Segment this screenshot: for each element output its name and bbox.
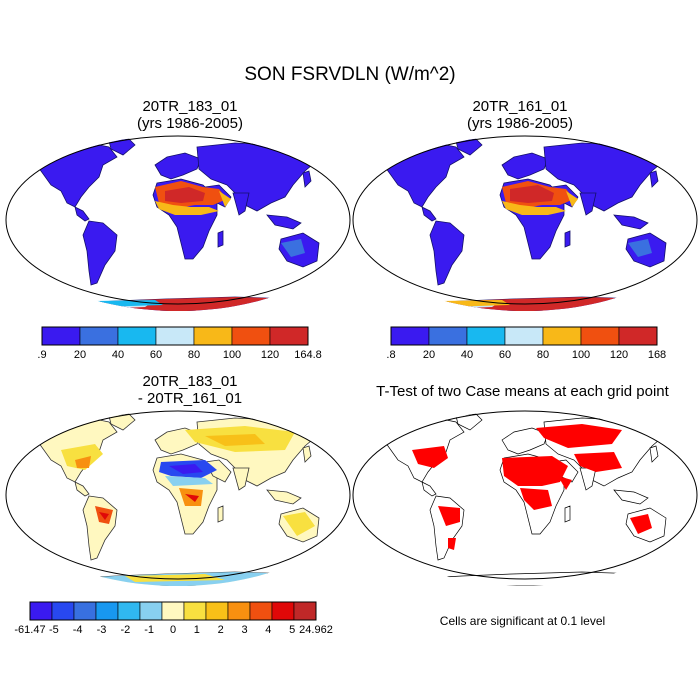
panel-3-title: 20TR_183_01 - 20TR_161_01 [25, 373, 355, 407]
colorbar-swatch [117, 326, 157, 346]
colorbar-tick-label: -3 [96, 624, 107, 636]
colorbar-swatch [117, 601, 141, 621]
colorbar-swatch [73, 601, 97, 621]
colorbar-tick-label: 2 [217, 624, 224, 636]
panel-2-colorbar-swatches [390, 326, 658, 346]
panel-2-colorbar [390, 326, 658, 346]
colorbar-tick-label: 100 [222, 349, 242, 361]
colorbar-tick-label: .8 [386, 349, 396, 361]
panel-1-title-line1: 20TR_183_01 [142, 98, 238, 115]
colorbar-tick-label: 20 [73, 349, 87, 361]
panel-2-title-line1: 20TR_161_01 [472, 98, 568, 115]
colorbar-swatch [95, 601, 119, 621]
panel-1-colorbar-swatches [41, 326, 309, 346]
colorbar-tick-label: 4 [265, 624, 272, 636]
panel-1-title-line2: (yrs 1986-2005) [137, 115, 243, 132]
panel-4-note: Cells are significant at 0.1 level [439, 614, 606, 628]
colorbar-tick-label: 3 [241, 624, 248, 636]
panel-4-title: T-Test of two Case means at each grid po… [350, 383, 695, 400]
colorbar-tick-label: -4 [72, 624, 83, 636]
colorbar-tick-label: 0 [169, 624, 177, 636]
colorbar-tick-label: 24.962 [299, 624, 333, 636]
colorbar-swatch [542, 326, 582, 346]
colorbar-tick-label: -1 [144, 624, 155, 636]
panel-3-title-line2: - 20TR_161_01 [137, 390, 243, 407]
colorbar-tick-label: 40 [460, 349, 474, 361]
panel-1-colorbar-labels: .9 20 40 60 80 100 120 164.8 [37, 349, 321, 363]
panel-3-colorbar-swatches [29, 601, 317, 621]
colorbar-tick-label: .9 [37, 349, 47, 361]
colorbar-swatch [29, 601, 53, 621]
colorbar-tick-label: 120 [260, 349, 280, 361]
colorbar-swatch [269, 326, 309, 346]
colorbar-swatch [139, 601, 163, 621]
panel-3-map [5, 410, 351, 586]
colorbar-swatch [41, 326, 81, 346]
panel-1-colorbar [41, 326, 309, 346]
colorbar-swatch [390, 326, 430, 346]
colorbar-swatch [79, 326, 119, 346]
colorbar-tick-label: 168 [647, 349, 667, 361]
colorbar-swatch [183, 601, 207, 621]
colorbar-tick-label: -2 [120, 624, 131, 636]
colorbar-swatch [504, 326, 544, 346]
panel-4-map [352, 410, 698, 586]
colorbar-tick-label: 60 [498, 349, 512, 361]
colorbar-swatch [580, 326, 620, 346]
panel-2-title: 20TR_161_01 (yrs 1986-2005) [350, 98, 690, 132]
colorbar-tick-label: 5 [289, 624, 296, 636]
colorbar-swatch [428, 326, 468, 346]
panel-2-map [352, 135, 698, 311]
colorbar-tick-label: 80 [187, 349, 201, 361]
colorbar-swatch [51, 601, 75, 621]
colorbar-swatch [205, 601, 229, 621]
colorbar-tick-label: 164.8 [294, 349, 322, 361]
panel-1-title: 20TR_183_01 (yrs 1986-2005) [25, 98, 355, 132]
colorbar-tick-label: 100 [571, 349, 591, 361]
colorbar-swatch [227, 601, 251, 621]
colorbar-swatch [193, 326, 233, 346]
colorbar-tick-label: 40 [111, 349, 125, 361]
colorbar-tick-label: -61.47 [14, 624, 46, 636]
colorbar-swatch [293, 601, 317, 621]
panel-4-title-line1: T-Test of two Case means at each grid po… [376, 383, 669, 400]
colorbar-swatch [618, 326, 658, 346]
colorbar-swatch [466, 326, 506, 346]
colorbar-tick-label: 60 [149, 349, 163, 361]
colorbar-swatch [249, 601, 273, 621]
colorbar-tick-label: 80 [536, 349, 550, 361]
colorbar-swatch [231, 326, 271, 346]
colorbar-tick-label: -5 [48, 624, 59, 636]
colorbar-tick-label: 120 [609, 349, 629, 361]
panel-2-title-line2: (yrs 1986-2005) [467, 115, 573, 132]
colorbar-tick-label: 1 [193, 624, 200, 636]
panel-3-colorbar [29, 601, 317, 621]
panel-2-colorbar-labels: .8 20 40 60 80 100 120 168 [386, 349, 666, 363]
panel-1-map [5, 135, 351, 311]
panel-3-colorbar-labels: -61.47 -5 -4 -3 -2 -1 0 1 2 3 4 5 24.962 [14, 624, 332, 638]
colorbar-swatch [271, 601, 295, 621]
colorbar-swatch [161, 601, 185, 621]
colorbar-tick-label: 20 [422, 349, 436, 361]
colorbar-swatch [155, 326, 195, 346]
panel-3-title-line1: 20TR_183_01 [142, 373, 238, 390]
figure-main-title: SON FSRVDLN (W/m^2) [244, 64, 456, 85]
